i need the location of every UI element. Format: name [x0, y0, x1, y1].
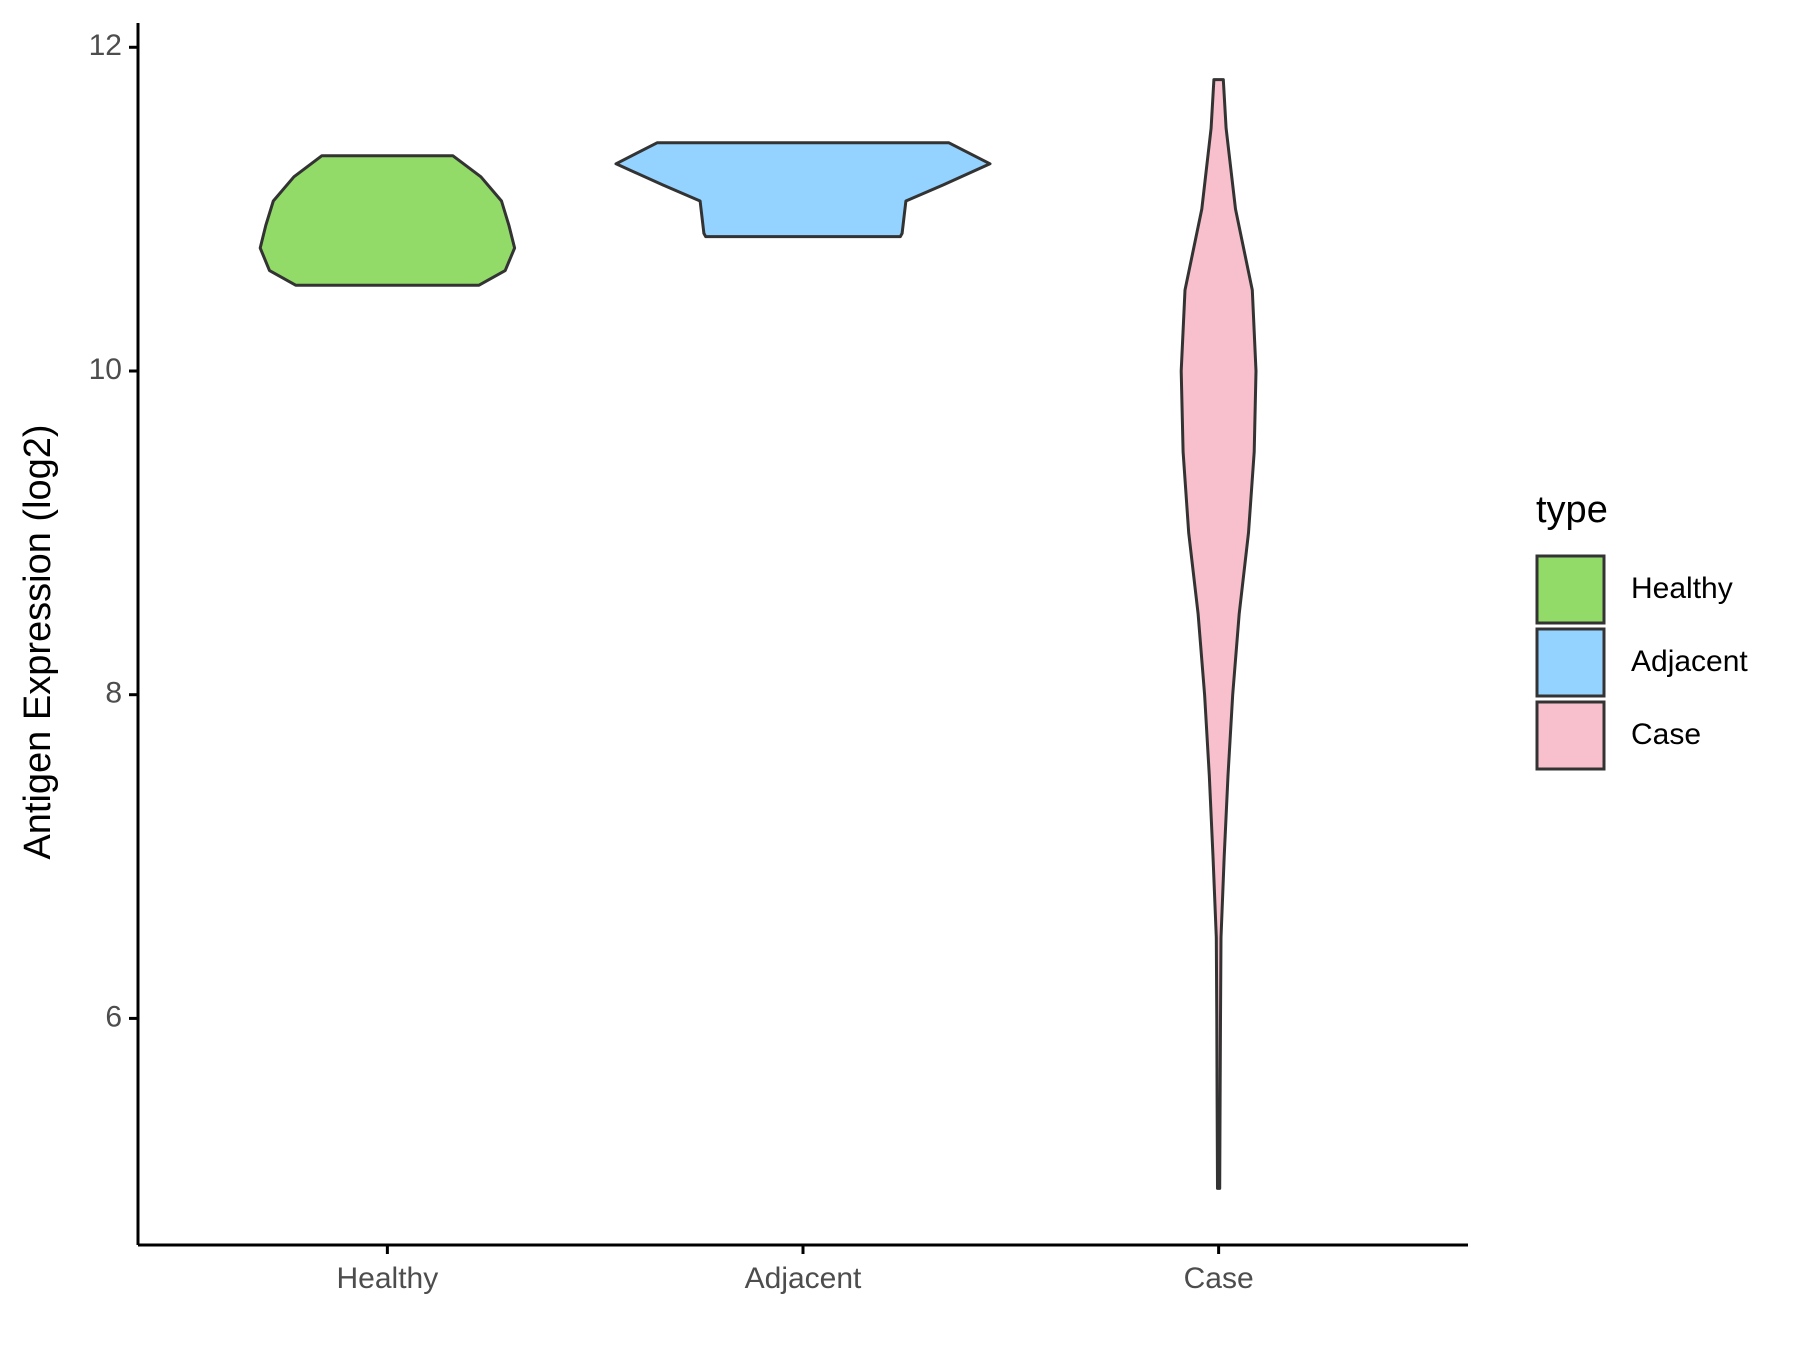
y-tick-label: 8	[105, 677, 122, 710]
y-tick-label: 12	[89, 29, 122, 62]
legend-key	[1535, 627, 1606, 698]
violin	[614, 141, 992, 239]
x-tick-label: Adjacent	[745, 1262, 862, 1295]
legend-label: Healthy	[1631, 572, 1733, 605]
y-tick-label: 6	[105, 1000, 122, 1033]
legend-title: type	[1536, 489, 1608, 531]
x-tick-label: Healthy	[337, 1262, 439, 1295]
legend-label: Case	[1631, 718, 1701, 751]
legend-label: Adjacent	[1631, 645, 1748, 678]
x-tick-label: Case	[1184, 1262, 1254, 1295]
legend-key	[1535, 554, 1606, 625]
violin	[1179, 78, 1258, 1190]
y-tick-label: 10	[89, 353, 122, 386]
violin	[258, 154, 517, 287]
legend-key	[1535, 700, 1606, 771]
y-axis-title: Antigen Expression (log2)	[17, 424, 59, 859]
